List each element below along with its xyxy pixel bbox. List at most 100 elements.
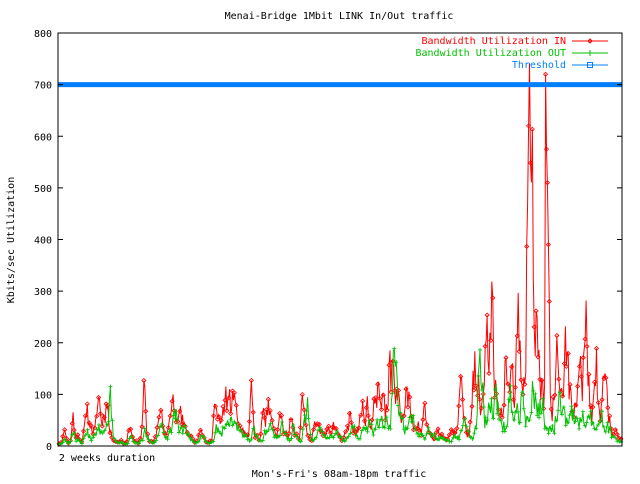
- data-point: [289, 436, 294, 441]
- data-point: [378, 417, 383, 422]
- data-point: [231, 390, 237, 396]
- data-point: [299, 391, 305, 398]
- data-point: [140, 438, 145, 443]
- data-point: [407, 394, 413, 400]
- data-point: [485, 418, 490, 423]
- data-point: [222, 397, 228, 403]
- data-point: [443, 438, 448, 443]
- data-point: [554, 418, 559, 423]
- data-point: [559, 393, 566, 399]
- data-point: [224, 408, 230, 414]
- data-point: [514, 333, 520, 339]
- data-point: [228, 417, 233, 422]
- data-point: [232, 419, 237, 424]
- x-tick-label: 2 weeks duration: [59, 453, 155, 464]
- data-point: [586, 371, 592, 377]
- data-point: [432, 431, 437, 436]
- data-point: [106, 419, 111, 424]
- data-point: [218, 431, 223, 436]
- data-point: [603, 429, 608, 434]
- data-point: [257, 438, 262, 443]
- data-point: [519, 390, 524, 395]
- data-point: [503, 355, 509, 361]
- data-point: [154, 424, 160, 431]
- data-point: [363, 405, 369, 411]
- data-point: [527, 418, 532, 423]
- data-point: [107, 430, 113, 436]
- data-point: [596, 422, 601, 427]
- data-point: [246, 418, 253, 425]
- data-point: [83, 432, 88, 437]
- data-point: [605, 420, 610, 425]
- data-point: [348, 420, 354, 426]
- data-point: [249, 436, 254, 441]
- y-tick-label: 700: [34, 81, 52, 92]
- data-point: [86, 420, 92, 426]
- data-point: [567, 413, 572, 418]
- data-point: [333, 431, 338, 436]
- data-point: [211, 439, 216, 444]
- data-point: [326, 423, 332, 429]
- data-point: [479, 387, 484, 392]
- data-point: [72, 430, 77, 435]
- data-point: [263, 407, 270, 413]
- data-point: [405, 404, 411, 410]
- data-point: [108, 384, 113, 389]
- data-point: [590, 404, 596, 410]
- data-point: [575, 416, 580, 421]
- data-point: [236, 424, 241, 429]
- data-point: [278, 412, 285, 418]
- data-point: [466, 429, 471, 434]
- data-point: [209, 440, 214, 445]
- data-point: [588, 409, 593, 414]
- data-point: [258, 431, 264, 437]
- data-point: [283, 431, 288, 436]
- y-tick-label: 400: [34, 236, 52, 247]
- data-point: [518, 420, 523, 425]
- data-point: [497, 417, 502, 422]
- data-point: [454, 425, 460, 431]
- data-point: [85, 427, 90, 432]
- data-point: [68, 439, 73, 444]
- data-point: [316, 428, 321, 433]
- data-point: [482, 343, 488, 349]
- data-point: [434, 436, 439, 441]
- data-point: [471, 387, 477, 393]
- data-point: [361, 425, 366, 430]
- data-point: [89, 438, 94, 443]
- data-point: [590, 421, 595, 426]
- data-point: [428, 431, 433, 436]
- data-point: [523, 424, 528, 429]
- data-point: [226, 422, 231, 427]
- data-point: [237, 423, 243, 429]
- data-point: [607, 425, 612, 430]
- data-point: [380, 425, 385, 430]
- data-point: [354, 426, 360, 432]
- data-point: [548, 406, 554, 412]
- data-point: [565, 351, 571, 357]
- data-point: [93, 432, 98, 437]
- data-point: [226, 395, 232, 401]
- data-point: [260, 438, 265, 443]
- data-point: [488, 337, 494, 344]
- data-point: [582, 336, 588, 342]
- data-point: [586, 414, 591, 419]
- data-point: [486, 370, 492, 376]
- data-point: [377, 395, 383, 401]
- data-point: [396, 403, 401, 408]
- data-point: [578, 419, 583, 424]
- data-point: [413, 427, 418, 432]
- data-point: [126, 427, 132, 434]
- data-point: [576, 363, 583, 369]
- data-point: [407, 415, 412, 420]
- data-point: [411, 413, 416, 418]
- data-point: [458, 373, 464, 379]
- data-point: [575, 383, 581, 389]
- data-point: [612, 427, 618, 433]
- data-point: [317, 425, 322, 430]
- data-point: [94, 413, 100, 419]
- data-point: [450, 430, 456, 436]
- data-point: [314, 435, 319, 440]
- data-point: [291, 423, 296, 428]
